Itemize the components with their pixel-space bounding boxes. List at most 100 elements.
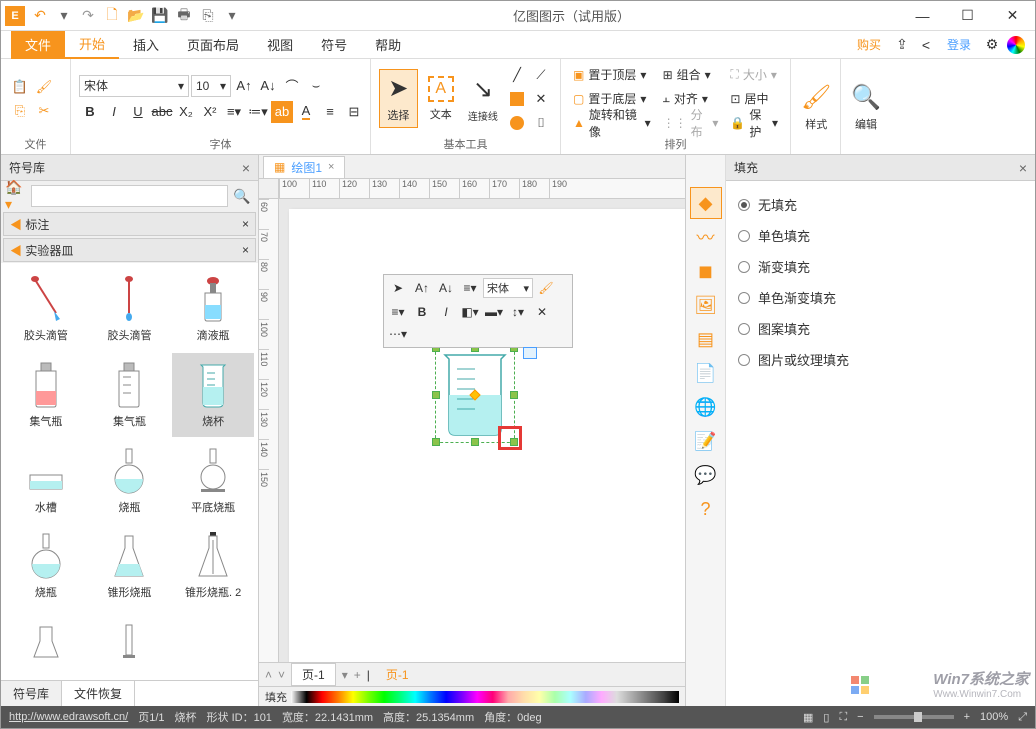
fill-option[interactable]: 无填充 bbox=[738, 189, 1023, 220]
ft-italic-icon[interactable]: I bbox=[435, 302, 457, 322]
shape-cell[interactable]: 平底烧瓶 bbox=[172, 439, 254, 523]
line-spacing-icon[interactable]: ≡▾ bbox=[223, 101, 245, 123]
size-button[interactable]: ⛶大小▾ bbox=[726, 64, 782, 86]
search-icon[interactable]: 🔍 bbox=[230, 184, 254, 208]
shape-cell[interactable]: 锥形烧瓶. 2 bbox=[172, 524, 254, 608]
tab-help[interactable]: 帮助 bbox=[361, 31, 415, 59]
open-button[interactable]: 📂 bbox=[125, 5, 147, 27]
shape-cell[interactable]: 烧杯 bbox=[172, 353, 254, 437]
distribute-button[interactable]: ⋮⋮分布▾ bbox=[659, 112, 723, 134]
minimize-button[interactable]: — bbox=[900, 1, 945, 31]
shape-cell[interactable]: 胶头滴管 bbox=[5, 267, 87, 351]
comment-tab-icon[interactable]: 💬 bbox=[690, 459, 722, 491]
maximize-button[interactable]: ☐ bbox=[945, 1, 990, 31]
category-annotations[interactable]: ◀ 标注× bbox=[3, 212, 256, 236]
ft-align-icon[interactable]: ≡▾ bbox=[459, 278, 481, 298]
shape-cell[interactable]: 集气瓶 bbox=[89, 353, 171, 437]
align-left-icon[interactable]: ≡ bbox=[319, 101, 341, 123]
shape-cell[interactable]: 烧瓶 bbox=[5, 524, 87, 608]
ft-brush-icon[interactable]: 🖌 bbox=[535, 278, 557, 298]
select-tool[interactable]: ➤选择 bbox=[379, 69, 418, 128]
radio-icon[interactable] bbox=[738, 292, 750, 304]
radio-icon[interactable] bbox=[738, 261, 750, 273]
page-nav-dropdown[interactable]: ▾ bbox=[342, 668, 348, 682]
note-tab-icon[interactable]: 📝 bbox=[690, 425, 722, 457]
undo-button[interactable]: ↶ bbox=[29, 5, 51, 27]
view-grid-icon[interactable]: ▦ bbox=[803, 711, 813, 724]
underline-icon[interactable]: U bbox=[127, 101, 149, 123]
shape-cell[interactable]: 滴液瓶 bbox=[172, 267, 254, 351]
style-button[interactable]: 🖌样式 bbox=[799, 79, 833, 136]
ft-font-combo[interactable]: 宋体▾ bbox=[483, 278, 533, 298]
font-family-combo[interactable]: 宋体▾ bbox=[79, 75, 189, 97]
fill-tab-icon[interactable]: ◆ bbox=[690, 187, 722, 219]
radio-icon[interactable] bbox=[738, 354, 750, 366]
paste-icon[interactable]: 📋 bbox=[9, 76, 31, 98]
status-url[interactable]: http://www.edrawsoft.cn/ bbox=[9, 711, 128, 723]
new-button[interactable]: 🗋 bbox=[101, 5, 123, 27]
zoom-in-icon[interactable]: + bbox=[964, 711, 970, 723]
smart-action-icon[interactable] bbox=[523, 347, 537, 359]
page-tab-1[interactable]: 页-1 bbox=[291, 663, 336, 686]
align-v-icon[interactable]: ⊟ bbox=[343, 101, 365, 123]
ft-more-icon[interactable]: ⋯▾ bbox=[387, 324, 409, 344]
line-tool-icon[interactable]: ╱ bbox=[506, 64, 528, 86]
color-swatches[interactable] bbox=[291, 691, 679, 703]
radio-icon[interactable] bbox=[738, 230, 750, 242]
protect-button[interactable]: 🔒保护▾ bbox=[726, 112, 782, 134]
fill-option[interactable]: 图片或纹理填充 bbox=[738, 344, 1023, 375]
tab-view[interactable]: 视图 bbox=[253, 31, 307, 59]
view-page-icon[interactable]: ▯ bbox=[823, 711, 829, 724]
line-tab-icon[interactable]: 〰 bbox=[690, 221, 722, 253]
bullets-icon[interactable]: ≔▾ bbox=[247, 101, 269, 123]
connector-tool[interactable]: ↘连接线 bbox=[464, 71, 502, 127]
curve-text2-icon[interactable]: ⌣ bbox=[305, 75, 327, 97]
page-nav-down[interactable]: ˅ bbox=[278, 668, 285, 682]
strike-icon[interactable]: abc bbox=[151, 101, 173, 123]
ft-bold-icon[interactable]: B bbox=[411, 302, 433, 322]
bold-icon[interactable]: B bbox=[79, 101, 101, 123]
canvas-viewport[interactable]: ➤ A↑ A↓ ≡▾ 宋体▾ 🖌 ≡▾ B I ◧▾ ▬▾ ↕▾ ✕ ⋯▾ bbox=[279, 199, 685, 662]
circle-tool-icon[interactable] bbox=[506, 112, 528, 134]
ft-fill-icon[interactable]: ◧▾ bbox=[459, 302, 481, 322]
page-tab-icon[interactable]: 📄 bbox=[690, 357, 722, 389]
undo-dropdown[interactable]: ▾ bbox=[53, 5, 75, 27]
layers-tab-icon[interactable]: ▤ bbox=[690, 323, 722, 355]
export-button[interactable]: ⎘ bbox=[197, 5, 219, 27]
group-button[interactable]: ⊞组合▾ bbox=[659, 64, 723, 86]
tab-close-icon[interactable]: × bbox=[328, 161, 334, 173]
resize-handle-ml[interactable] bbox=[432, 391, 440, 399]
shape-cell[interactable]: 水槽 bbox=[5, 439, 87, 523]
shadow-tab-icon[interactable]: ◼ bbox=[690, 255, 722, 287]
page-nav-up[interactable]: ˄ bbox=[265, 668, 272, 682]
ft-dec-font-icon[interactable]: A↓ bbox=[435, 278, 457, 298]
login-button[interactable]: 登录 bbox=[941, 34, 977, 55]
buy-button[interactable]: 购买 bbox=[851, 34, 887, 55]
shape-cell[interactable]: 烧瓶 bbox=[89, 439, 171, 523]
ft-align2-icon[interactable]: ≡▾ bbox=[387, 302, 409, 322]
tab-start[interactable]: 开始 bbox=[65, 31, 119, 59]
save-button[interactable]: 💾 bbox=[149, 5, 171, 27]
close-button[interactable]: ✕ bbox=[990, 1, 1035, 31]
print-button[interactable]: 🖶 bbox=[173, 5, 195, 27]
tab-file-recovery[interactable]: 文件恢复 bbox=[62, 681, 135, 706]
page-tab-active[interactable]: 页-1 bbox=[376, 664, 419, 685]
cut-icon[interactable]: ✂ bbox=[33, 100, 55, 122]
rotate-button[interactable]: ▲旋转和镜像▾ bbox=[569, 112, 655, 134]
resize-handle-mr[interactable] bbox=[510, 391, 518, 399]
settings-icon[interactable]: ⚙ bbox=[983, 36, 1001, 54]
view-fit-icon[interactable]: ⛶ bbox=[839, 711, 847, 724]
arc-tool-icon[interactable]: ⟋ bbox=[530, 64, 552, 86]
font-size-combo[interactable]: 10▾ bbox=[191, 75, 231, 97]
category-labware[interactable]: ◀ 实验器皿× bbox=[3, 238, 256, 262]
home-icon[interactable]: 🏠▾ bbox=[5, 184, 29, 208]
fill-option[interactable]: 单色渐变填充 bbox=[738, 282, 1023, 313]
ft-select-icon[interactable]: ➤ bbox=[387, 278, 409, 298]
italic-icon[interactable]: I bbox=[103, 101, 125, 123]
brush-icon[interactable]: 🖌 bbox=[33, 76, 55, 98]
tab-page-layout[interactable]: 页面布局 bbox=[173, 31, 253, 59]
tab-insert[interactable]: 插入 bbox=[119, 31, 173, 59]
crop-tool-icon[interactable]: ⌷ bbox=[530, 112, 552, 134]
qat-dropdown[interactable]: ▾ bbox=[221, 5, 243, 27]
radio-icon[interactable] bbox=[738, 323, 750, 335]
